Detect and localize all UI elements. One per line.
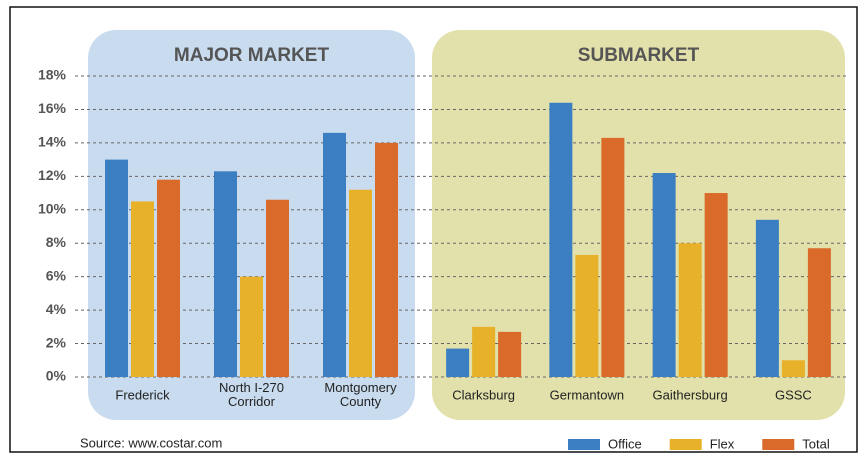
y-tick-label: 4% xyxy=(46,301,67,317)
bar xyxy=(652,172,676,377)
y-tick-label: 18% xyxy=(38,67,67,83)
bar xyxy=(807,248,831,377)
bar xyxy=(240,276,263,377)
chart-frame xyxy=(9,6,858,453)
bar xyxy=(781,360,805,377)
bar xyxy=(472,326,496,377)
legend-swatch xyxy=(762,439,795,450)
legend-label: Flex xyxy=(710,436,735,451)
legend-swatch xyxy=(669,439,702,450)
bar xyxy=(323,132,346,377)
x-tick-label: Germantown xyxy=(550,387,624,402)
bar xyxy=(349,189,372,377)
source: Source: www.costar.com xyxy=(80,435,222,450)
y-tick-label: 8% xyxy=(46,234,67,250)
panel-title: MAJOR MARKET xyxy=(174,45,330,66)
legend-label: Total xyxy=(802,436,830,451)
x-tick-label: Frederick xyxy=(115,387,170,402)
x-tick-label: GSSC xyxy=(775,387,812,402)
bar xyxy=(131,201,154,377)
bar xyxy=(214,171,237,377)
x-tick-label: Montgomery County xyxy=(324,380,397,409)
x-tick-label: Clarksburg xyxy=(452,387,515,402)
bar xyxy=(498,331,522,377)
y-tick-label: 2% xyxy=(46,334,67,350)
bar xyxy=(105,159,128,377)
bar xyxy=(678,243,702,377)
panel xyxy=(432,30,845,420)
y-tick-label: 16% xyxy=(38,100,67,116)
y-tick-label: 14% xyxy=(38,134,67,150)
panel-title: SUBMARKET xyxy=(578,45,700,66)
legend-swatch xyxy=(568,439,600,450)
x-tick-label: North I-270 Corridor xyxy=(219,380,284,409)
y-tick-label: 10% xyxy=(38,200,67,216)
y-tick-label: 12% xyxy=(38,167,67,183)
bar xyxy=(446,348,470,377)
bar xyxy=(549,102,573,377)
bar xyxy=(375,142,398,377)
bar xyxy=(157,179,180,377)
bar xyxy=(575,254,599,377)
x-tick-label: Gaithersburg xyxy=(653,387,728,402)
bar xyxy=(755,219,779,377)
bar xyxy=(266,199,289,377)
bar xyxy=(601,137,625,377)
y-tick-label: 0% xyxy=(46,368,67,384)
bar xyxy=(704,193,728,377)
legend-label: Office xyxy=(608,436,642,451)
y-tick-label: 6% xyxy=(46,267,67,283)
